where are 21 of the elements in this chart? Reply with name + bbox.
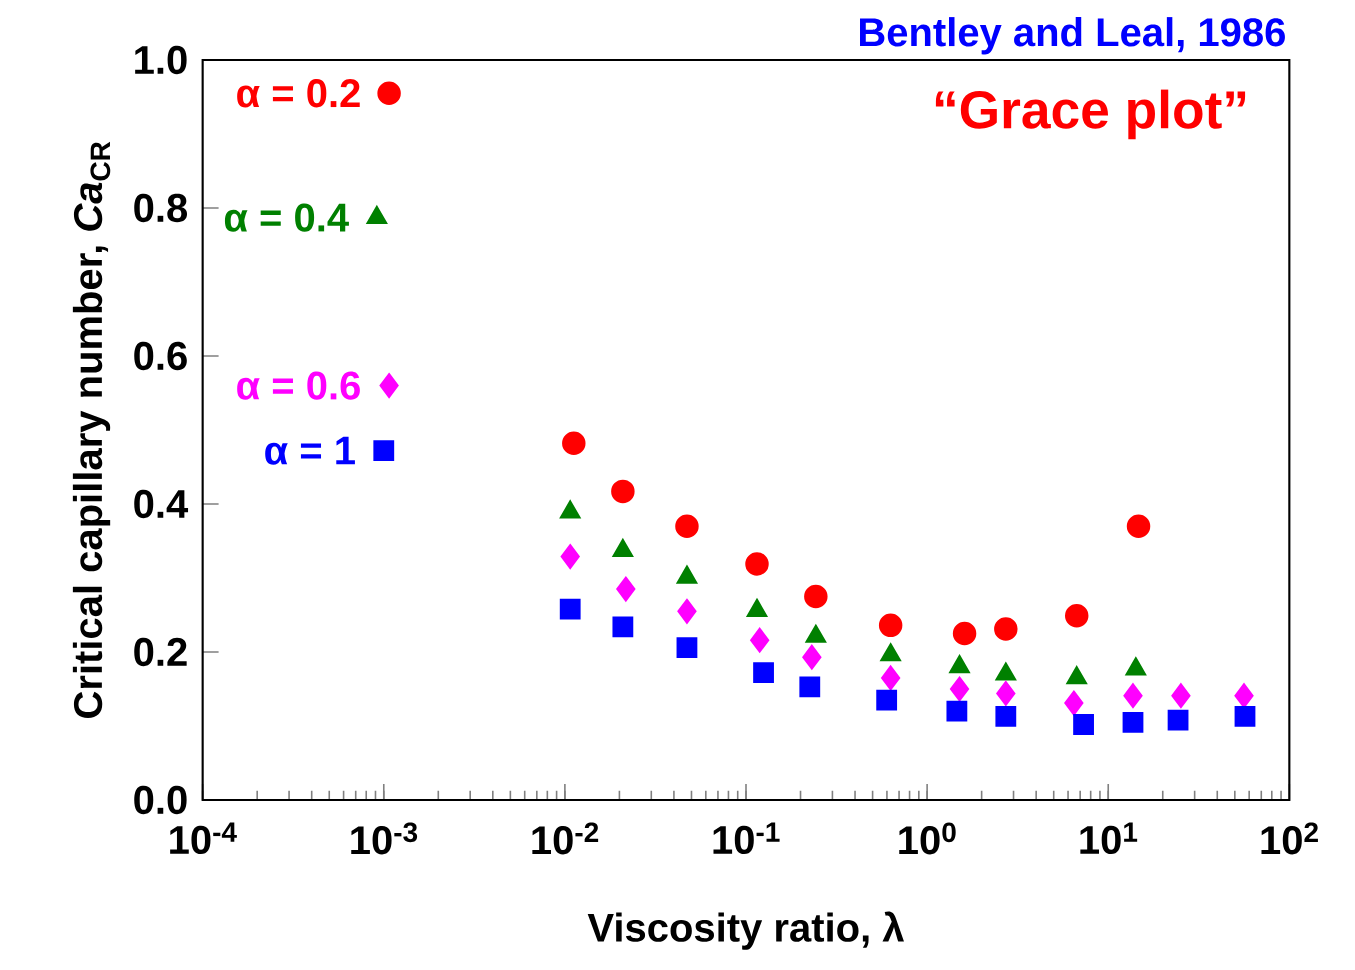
x-tick-label: 10$^{-4}$ (170, 822, 237, 855)
y-tick-label: 0.8 (134, 193, 188, 223)
x-tick-label: 10$^{1}$ (1080, 822, 1138, 855)
y-tick-label: 1.0 (135, 45, 187, 75)
series-label: α = 0.6 (237, 371, 360, 400)
y-axis-title: Critical capillary number, Ca$_{CR}$ (72, 141, 111, 718)
y-tick-label: 0.4 (134, 489, 189, 519)
x-tick-label: 10$^{-1}$ (713, 822, 780, 855)
text: Bentley and Leal, 1986 (860, 17, 1285, 55)
x-tick-label: 10$^{0}$ (899, 822, 956, 855)
series-label: α = 0.2 (237, 79, 360, 108)
x-axis-title: Viscosity ratio, λ (587, 911, 904, 950)
y-tick-label: 0.6 (134, 341, 187, 371)
x-tick-label: 10$^{-2}$ (532, 822, 599, 855)
x-tick-label: 10$^{2}$ (1261, 822, 1318, 855)
annotation: “Grace plot” (935, 89, 1246, 140)
y-tick-label: 0.2 (134, 637, 187, 667)
y-tick-label: 0.0 (134, 785, 187, 815)
x-tick-label: 10$^{-3}$ (351, 822, 418, 855)
series-label: α = 0.4 (224, 203, 349, 232)
series-label: α = 1 (265, 436, 355, 465)
